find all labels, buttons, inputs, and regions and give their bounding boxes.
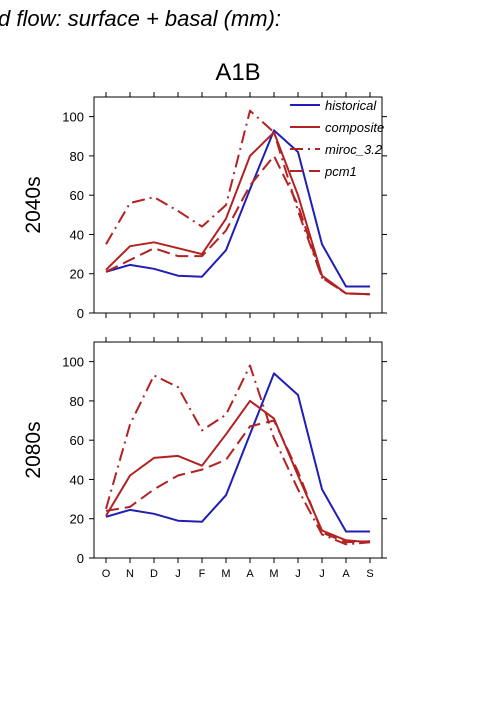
legend-label-pcm1: pcm1 — [324, 164, 357, 179]
y-tick-label: 40 — [70, 472, 84, 487]
legend: historical composite miroc_3.2 pcm1 — [290, 98, 384, 179]
x-tick-label: N — [126, 568, 134, 580]
x-tick-label: M — [221, 568, 230, 580]
panels: 0 20 40 60 80 100 2040s historical composite miro… — [22, 92, 387, 580]
x-tick-label: O — [102, 568, 111, 580]
panel-2040s: 0 20 40 60 80 100 2040s historical composite miro… — [22, 92, 387, 321]
legend-label-composite: composite — [325, 120, 384, 135]
plot-frame — [93, 341, 383, 559]
y-tick-label: 60 — [70, 188, 84, 203]
x-tick-label: J — [319, 568, 325, 580]
x-tick-label: M — [269, 568, 278, 580]
plot-frame — [93, 96, 383, 314]
y-tick-label: 80 — [70, 149, 84, 164]
y-tick-label: 80 — [70, 394, 84, 409]
x-tick-label: J — [175, 568, 181, 580]
x-tick-label: F — [199, 568, 206, 580]
x-tick-label: S — [366, 568, 373, 580]
series-line-miroc_3.2 — [105, 109, 371, 296]
series-line-historical — [105, 372, 370, 533]
scenario-label: A1B — [215, 59, 260, 86]
x-tick-label: D — [150, 568, 158, 580]
y-tick-label: 100 — [62, 110, 84, 125]
panel-label: 2080s — [22, 421, 45, 478]
series-line-pcm1 — [105, 419, 371, 544]
series-line-historical — [105, 129, 370, 288]
y-tick-label: 20 — [70, 267, 84, 282]
series-line-composite — [105, 131, 371, 296]
series-line-composite — [105, 399, 371, 544]
panel-2080s: 0 20 40 60 80 100 O N D J F M A M J J A S 2080s — [22, 337, 387, 580]
y-tick-label: 60 — [70, 433, 84, 448]
x-tick-label: A — [342, 568, 350, 580]
y-tick-label: 0 — [77, 306, 84, 321]
y-tick-label: 40 — [70, 227, 84, 242]
x-tick-label: A — [246, 568, 254, 580]
y-tick-label: 20 — [70, 512, 84, 527]
y-tick-label: 0 — [77, 551, 84, 566]
x-tick-label: J — [295, 568, 301, 580]
series-line-pcm1 — [105, 154, 371, 296]
legend-label-miroc_3.2: miroc_3.2 — [325, 142, 383, 157]
y-tick-label: 100 — [62, 355, 84, 370]
figure-title: d flow: surface + basal (mm): — [0, 6, 281, 31]
series-line-miroc_3.2 — [105, 364, 371, 546]
legend-label-historical: historical — [325, 98, 377, 113]
panel-label: 2040s — [22, 176, 45, 233]
